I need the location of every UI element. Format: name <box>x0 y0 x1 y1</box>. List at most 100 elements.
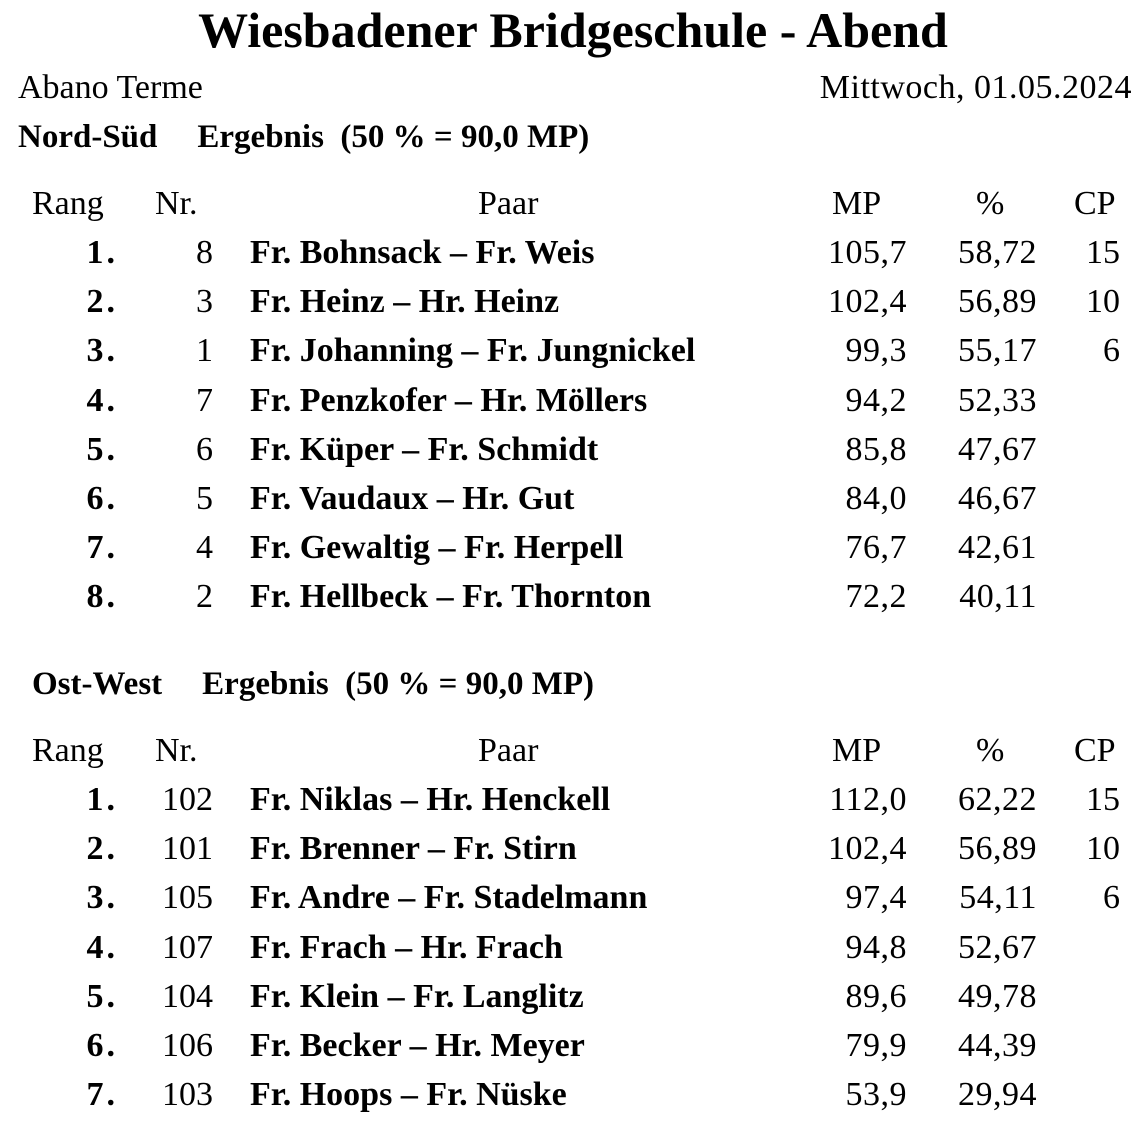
cell-pct: 52,67 <box>958 928 1037 966</box>
table-row: 5. 104 Fr. Klein – Fr. Langlitz 89,6 49,78 <box>0 973 1146 1021</box>
cell-rang: 3. <box>86 879 118 917</box>
column-header-nr: Nr. <box>155 732 198 769</box>
section-result: Ergebnis (50 % = 90,0 MP) <box>197 119 590 155</box>
cell-paar: Fr. Niklas – Hr. Henckell <box>250 781 611 818</box>
table-row: 3. 105 Fr. Andre – Fr. Stadelmann 97,4 54,11… <box>0 874 1146 922</box>
table-row: 2. 3 Fr. Heinz – Hr. Heinz 102,4 56,89 10 <box>0 278 1146 326</box>
cell-mp: 84,0 <box>845 480 907 517</box>
date: Mittwoch, 01.05.2024 <box>819 69 1132 106</box>
cell-rang: 8. <box>86 578 118 616</box>
cell-pct: 46,67 <box>958 480 1037 517</box>
cell-cp: 15 <box>1086 781 1120 818</box>
cell-paar: Fr. Penzkofer – Hr. Möllers <box>250 381 648 419</box>
cell-pct: 49,78 <box>958 977 1037 1015</box>
table-row: 2. 101 Fr. Brenner – Fr. Stirn 102,4 56,89 10 <box>0 825 1146 873</box>
section-name: Ost-West <box>32 666 163 702</box>
cell-paar: Fr. Hellbeck – Fr. Thornton <box>250 578 652 616</box>
table-row: 8. 2 Fr. Hellbeck – Fr. Thornton 72,2 40,11 <box>0 573 1146 621</box>
cell-rang: 2. <box>86 283 118 321</box>
cell-rang: 4. <box>86 928 118 966</box>
table-row: 4. 107 Fr. Frach – Hr. Frach 94,8 52,67 <box>0 924 1146 972</box>
cell-nr: 1 <box>196 332 213 370</box>
cell-rang: 7. <box>86 1076 118 1114</box>
column-header-mp: MP <box>832 185 882 222</box>
section-header: Ost-West Ergebnis (50 % = 90,0 MP) <box>32 664 634 704</box>
cell-nr: 3 <box>196 283 213 321</box>
cell-pct: 58,72 <box>958 234 1037 271</box>
cell-mp: 99,3 <box>845 332 907 370</box>
table-row: 6. 5 Fr. Vaudaux – Hr. Gut 84,0 46,67 <box>0 475 1146 523</box>
cell-mp: 85,8 <box>845 430 907 468</box>
column-header-rang: Rang <box>32 185 104 222</box>
section-name: Nord-Süd <box>18 119 158 155</box>
cell-paar: Fr. Johanning – Fr. Jungnickel <box>250 332 696 370</box>
column-header-pct: % <box>976 185 1005 222</box>
table-row: 7. 4 Fr. Gewaltig – Fr. Herpell 76,7 42,61 <box>0 524 1146 572</box>
table-row: 6. 106 Fr. Becker – Hr. Meyer 79,9 44,39 <box>0 1022 1146 1070</box>
cell-rang: 2. <box>86 830 118 868</box>
cell-mp: 72,2 <box>845 578 907 616</box>
cell-mp: 89,6 <box>845 977 907 1015</box>
cell-paar: Fr. Klein – Fr. Langlitz <box>250 977 584 1015</box>
cell-pct: 47,67 <box>958 430 1037 468</box>
column-header-row: Rang Nr. Paar MP% CP <box>0 180 1146 228</box>
cell-pct: 54,11 <box>959 879 1037 917</box>
cell-nr: 8 <box>196 234 213 271</box>
cell-nr: 7 <box>196 381 213 419</box>
column-header-mp: MP <box>832 732 882 769</box>
cell-mp: 102,4 <box>828 830 907 868</box>
cell-mp: 76,7 <box>845 529 907 567</box>
cell-rang: 1. <box>86 781 118 818</box>
cell-nr: 6 <box>196 430 213 468</box>
cell-pct: 40,11 <box>959 578 1037 616</box>
cell-mp: 97,4 <box>845 879 907 917</box>
cell-rang: 3. <box>86 332 118 370</box>
cell-pct: 56,89 <box>958 283 1037 321</box>
cell-paar: Fr. Becker – Hr. Meyer <box>250 1027 585 1064</box>
column-header-rang: Rang <box>32 732 104 769</box>
cell-paar: Fr. Andre – Fr. Stadelmann <box>250 879 648 917</box>
section-result: Ergebnis (50 % = 90,0 MP) <box>202 666 595 702</box>
cell-pct: 52,33 <box>958 381 1037 419</box>
cell-rang: 5. <box>86 430 118 468</box>
cell-rang: 4. <box>86 381 118 419</box>
cell-mp: 112,0 <box>829 781 907 818</box>
cell-nr: 101 <box>162 830 213 868</box>
column-header-nr: Nr. <box>155 185 198 222</box>
cell-paar: Fr. Hoops – Fr. Nüske <box>250 1076 567 1114</box>
cell-mp: 79,9 <box>845 1027 907 1064</box>
cell-pct: 42,61 <box>958 529 1037 567</box>
cell-paar: Fr. Küper – Fr. Schmidt <box>250 430 599 468</box>
cell-pct: 62,22 <box>958 781 1037 818</box>
cell-cp: 15 <box>1086 234 1120 271</box>
cell-paar: Fr. Gewaltig – Fr. Herpell <box>250 529 624 567</box>
cell-cp: 10 <box>1086 283 1120 321</box>
cell-paar: Fr. Bohnsack – Fr. Weis <box>250 234 595 271</box>
column-header-paar: Paar <box>478 732 539 769</box>
column-header-pct: % <box>976 732 1005 769</box>
cell-nr: 107 <box>162 928 213 966</box>
cell-cp: 6 <box>1103 332 1120 370</box>
cell-nr: 106 <box>162 1027 213 1064</box>
cell-rang: 6. <box>86 480 118 517</box>
cell-mp: 94,2 <box>845 381 907 419</box>
cell-nr: 2 <box>196 578 213 616</box>
cell-mp: 105,7 <box>828 234 907 271</box>
cell-nr: 103 <box>162 1076 213 1114</box>
section-header: Nord-Süd Ergebnis (50 % = 90,0 MP) <box>18 117 629 157</box>
cell-rang: 5. <box>86 977 118 1015</box>
table-row: 7. 103 Fr. Hoops – Fr. Nüske 53,9 29,94 <box>0 1071 1146 1119</box>
table-row: 4. 7 Fr. Penzkofer – Hr. Möllers 94,2 52,33 <box>0 377 1146 425</box>
table-row: 3. 1 Fr. Johanning – Fr. Jungnickel 99,3 55,… <box>0 327 1146 375</box>
table-row: 1. 102 Fr. Niklas – Hr. Henckell 112,0 62,22… <box>0 776 1146 824</box>
cell-rang: 7. <box>86 529 118 567</box>
cell-rang: 1. <box>86 234 118 271</box>
cell-nr: 5 <box>196 480 213 517</box>
cell-mp: 53,9 <box>845 1076 907 1114</box>
cell-nr: 105 <box>162 879 213 917</box>
cell-mp: 94,8 <box>845 928 907 966</box>
cell-mp: 102,4 <box>828 283 907 321</box>
table-row: 1. 8 Fr. Bohnsack – Fr. Weis 105,7 58,72 15 <box>0 229 1146 277</box>
cell-paar: Fr. Brenner – Fr. Stirn <box>250 830 577 868</box>
cell-pct: 44,39 <box>958 1027 1037 1064</box>
